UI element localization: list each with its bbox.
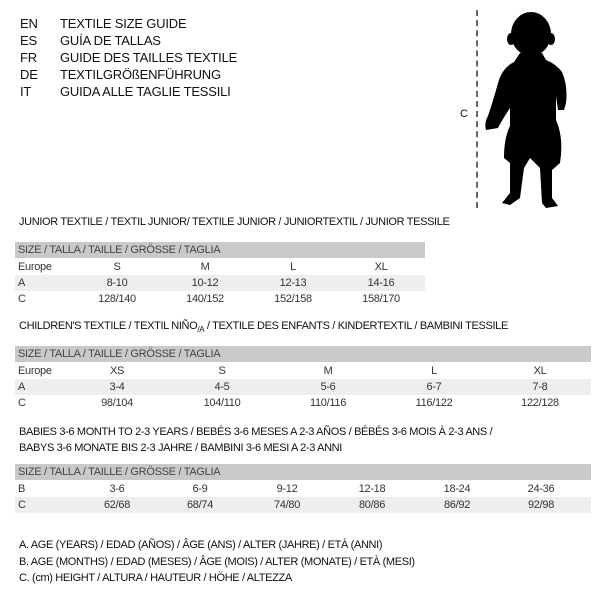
cell: M (200, 261, 210, 273)
cell: 98/104 (101, 397, 133, 409)
table-row: A 3-4 4-5 5-6 6-7 7-8 (15, 379, 591, 395)
cell: XL (374, 261, 388, 273)
babies-section-title-line1: BABIES 3-6 MONTH TO 2-3 YEARS / BEBÉS 3-… (19, 426, 493, 438)
table-row: C 128/140 140/152 152/158 158/170 (15, 291, 425, 307)
row-label: B (18, 483, 26, 495)
junior-size-table: SIZE / TALLA / TAILLE / GRÖSSE / TAGLIA … (15, 242, 425, 307)
height-measure-label: C (460, 108, 468, 120)
legend: A. AGE (YEARS) / EDAD (AÑOS) / ÂGE (ANS)… (19, 537, 415, 587)
babies-section-title-line2: BABYS 3-6 MONATE BIS 2-3 JAHRE / BAMBINI… (19, 442, 342, 454)
cell: 80/86 (358, 499, 386, 511)
cell: 152/158 (274, 293, 312, 305)
row-label: C (18, 293, 26, 305)
lang-title: GUÍA DE TALLAS (60, 33, 161, 48)
row-label: C (18, 499, 26, 511)
table-row: A 8-10 10-12 12-13 14-16 (15, 275, 425, 291)
cell: 86/92 (443, 499, 471, 511)
cell: 6-7 (426, 381, 442, 393)
cell: 158/170 (362, 293, 400, 305)
cell: 74/80 (273, 499, 301, 511)
cell: 116/122 (415, 397, 453, 409)
cell: 24-36 (527, 483, 555, 495)
title-sub: /A (197, 325, 205, 335)
children-section-title: CHILDREN'S TEXTILE / TEXTIL NIÑO/A / TEX… (19, 320, 508, 334)
cell: M (323, 365, 333, 377)
lang-code: FR (20, 50, 37, 65)
lang-code: ES (20, 33, 37, 48)
table-row: Europe S M L XL (15, 259, 425, 275)
cell: S (218, 365, 226, 377)
cell: 3-6 (109, 483, 125, 495)
cell: 104/110 (203, 397, 241, 409)
row-label: C (18, 397, 26, 409)
lang-code: EN (20, 16, 38, 31)
legend-item: C. (cm) HEIGHT / ALTURA / HAUTEUR / HÖHE… (19, 572, 292, 584)
lang-title: TEXTILE SIZE GUIDE (60, 16, 187, 31)
cell: 12-13 (279, 277, 307, 289)
cell: 10-12 (191, 277, 219, 289)
lang-code: DE (20, 67, 38, 82)
cell: 7-8 (532, 381, 548, 393)
cell: 68/74 (186, 499, 214, 511)
table-row: C 62/68 68/74 74/80 80/86 86/92 92/98 (15, 497, 591, 513)
cell: 122/128 (521, 397, 559, 409)
row-label: Europe (18, 261, 52, 273)
cell: 14-16 (367, 277, 395, 289)
cell: 140/152 (186, 293, 224, 305)
lang-code: IT (20, 84, 32, 99)
cell: L (431, 365, 437, 377)
cell: 62/68 (103, 499, 131, 511)
cell: 110/116 (309, 397, 347, 409)
cell: 92/98 (527, 499, 555, 511)
lang-title: TEXTILGRÖßENFÜHRUNG (60, 67, 221, 82)
title-main: CHILDREN'S TEXTILE / TEXTIL NIÑO (19, 320, 198, 332)
language-codes: EN ES FR DE IT (20, 15, 38, 100)
cell: 128/140 (98, 293, 136, 305)
babies-size-table: SIZE / TALLA / TAILLE / GRÖSSE / TAGLIA … (15, 464, 591, 513)
title-rest: / TEXTILE DES ENFANTS / KINDERTEXTIL / B… (204, 320, 508, 332)
table-header: SIZE / TALLA / TAILLE / GRÖSSE / TAGLIA (15, 242, 425, 258)
cell: L (290, 261, 296, 273)
cell: 4-5 (214, 381, 230, 393)
children-size-table: SIZE / TALLA / TAILLE / GRÖSSE / TAGLIA … (15, 346, 591, 411)
cell: 6-9 (192, 483, 208, 495)
cell: 12-18 (358, 483, 386, 495)
row-label: Europe (18, 365, 52, 377)
table-row: B 3-6 6-9 9-12 12-18 18-24 24-36 (15, 481, 591, 497)
cell: XL (533, 365, 547, 377)
height-measure-line (476, 10, 478, 208)
row-label: A (18, 381, 26, 393)
language-titles: TEXTILE SIZE GUIDE GUÍA DE TALLAS GUIDE … (60, 15, 237, 100)
child-silhouette-icon (485, 12, 567, 208)
legend-item: B. AGE (MONTHS) / EDAD (MESES) / ÂGE (MO… (19, 555, 415, 568)
row-label: A (18, 277, 26, 289)
cell: 18-24 (443, 483, 471, 495)
table-row: C 98/104 104/110 110/116 116/122 122/128 (15, 395, 591, 411)
table-row: Europe XS S M L XL (15, 363, 591, 379)
cell: 3-4 (109, 381, 125, 393)
cell: 5-6 (320, 381, 336, 393)
cell: XS (109, 365, 125, 377)
cell: 9-12 (276, 483, 298, 495)
table-header: SIZE / TALLA / TAILLE / GRÖSSE / TAGLIA (15, 464, 591, 480)
table-header: SIZE / TALLA / TAILLE / GRÖSSE / TAGLIA (15, 346, 591, 362)
junior-section-title: JUNIOR TEXTILE / TEXTIL JUNIOR/ TEXTILE … (19, 216, 450, 228)
lang-title: GUIDE DES TAILLES TEXTILE (60, 50, 238, 65)
legend-item: A. AGE (YEARS) / EDAD (AÑOS) / ÂGE (ANS)… (19, 539, 383, 551)
cell: 8-10 (106, 277, 128, 289)
cell: S (113, 261, 121, 273)
lang-title: GUIDA ALLE TAGLIE TESSILI (60, 84, 231, 99)
